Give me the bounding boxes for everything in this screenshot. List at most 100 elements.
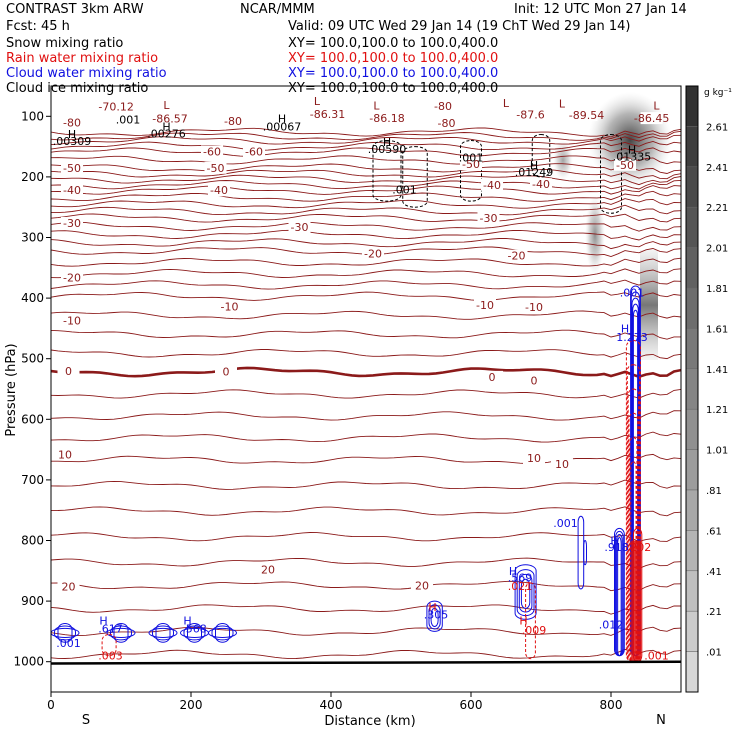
isotherm-label: 0 (531, 375, 538, 388)
cloud-water-contour (428, 604, 441, 630)
cloud-water-contour (54, 625, 76, 641)
extremum-marker-H: H (68, 128, 76, 141)
isotherm-label-bg (204, 161, 227, 174)
isotherm-line (51, 221, 681, 232)
value-label: .00067 (263, 121, 302, 134)
isotherm-0 (51, 366, 681, 379)
rain-core (631, 540, 642, 662)
x-tick-label: 800 (600, 698, 623, 712)
isotherm-line (51, 431, 681, 443)
cloud-ice-contour (402, 146, 428, 208)
isotherm-label: -80 (224, 115, 242, 128)
y-tick-label: 600 (21, 412, 44, 426)
colorbar-segment (685, 287, 699, 329)
value-label: .001 (644, 650, 669, 663)
colorbar-label: 2.21 (706, 203, 728, 214)
colorbar-segment (685, 651, 699, 693)
isotherm-label-bg (208, 184, 230, 197)
colorbar-label: 1.21 (706, 405, 728, 416)
isotherm-label-bg (551, 458, 573, 471)
isotherm-label-bg (57, 580, 80, 593)
y-tick-label: 500 (21, 352, 44, 366)
field-rain-name: Rain water mixing ratio (6, 51, 159, 66)
value-label: .569 (508, 571, 533, 584)
colorbar-label: 1.41 (706, 365, 728, 376)
colorbar-segment (685, 206, 699, 248)
isotherm-label-bg (61, 271, 83, 284)
isotherm-label: -30 (291, 221, 309, 234)
isotherm--80 (51, 127, 681, 138)
isotherm-label: -50 (462, 158, 480, 171)
isotherm-label: 20 (415, 579, 429, 592)
cloud-water-contour (617, 536, 622, 657)
value-label: .001 (620, 287, 645, 300)
isotherm-label: -20 (364, 247, 382, 260)
isotherm-label: -86.57 (152, 113, 187, 126)
isotherm-label-bg (316, 107, 339, 120)
cloud-ice-contour (372, 140, 402, 202)
colorbar-unit: g kg⁻¹ (704, 88, 732, 98)
field-cloudice-name: Cloud ice mixing ratio (6, 81, 149, 96)
rain-contour (626, 364, 641, 663)
isotherm-label-bg (215, 365, 237, 378)
isotherm-label: -60 (203, 145, 221, 158)
isotherm-label: 20 (261, 564, 275, 577)
y-tick-label: 700 (21, 473, 44, 487)
extremum-marker-L: L (503, 97, 510, 110)
isotherm-label: -30 (63, 217, 81, 230)
surface-line (50, 660, 682, 665)
cloud-water-contour (430, 607, 439, 628)
value-label: .00590 (368, 143, 407, 156)
x-tick-label: 400 (320, 698, 343, 712)
isotherm-line (51, 141, 681, 151)
y-tick-label: 800 (21, 534, 44, 548)
isotherm-label: -20 (508, 250, 526, 263)
isotherm-label-bg (519, 108, 542, 121)
isotherm-line (51, 580, 681, 592)
isotherm-line (51, 626, 681, 637)
isotherm-label: -87.6 (516, 108, 544, 121)
isotherm-label: -10 (476, 299, 494, 312)
cloud-water-contour (520, 578, 531, 609)
value-label: .202 (627, 541, 652, 554)
colorbar-segment (685, 328, 699, 370)
isotherm-line (51, 229, 681, 241)
value-label: .012 (599, 619, 624, 632)
value-label: .001 (392, 184, 417, 197)
isotherm-label-bg (105, 100, 128, 113)
isotherm-label: -70.12 (98, 101, 133, 114)
isotherm-label: -40 (532, 178, 550, 191)
y-tick-label: 900 (21, 594, 44, 608)
isotherm-label-bg (505, 249, 528, 262)
extremum-marker-L: L (559, 98, 566, 111)
isotherm-label: -86.45 (634, 112, 669, 125)
cloud-ice-contour (600, 133, 622, 214)
y-tick-label: 300 (21, 231, 44, 245)
colorbar-segment (685, 530, 699, 572)
isotherm-label: 20 (62, 581, 76, 594)
cloud-water-contour (51, 627, 80, 638)
isotherm-label-bg (411, 579, 433, 592)
value-label: .617 (98, 622, 123, 635)
isotherm-label-bg (61, 216, 83, 229)
field-cloudice-xy: XY= 100.0,100.0 to 100.0,400.0 (288, 81, 499, 96)
isotherm--40 (51, 185, 681, 195)
isotherm-label: 0 (223, 365, 230, 378)
colorbar-label: 1.01 (706, 446, 728, 457)
isotherm-label-bg (57, 364, 80, 377)
value-label: .568 (182, 622, 207, 635)
isotherm-label-bg (435, 116, 458, 129)
isotherm-line (51, 155, 681, 165)
isotherm-label-bg (523, 374, 545, 387)
isotherm-label: -40 (210, 184, 228, 197)
colorbar-segment (685, 610, 699, 652)
x-axis-label: Distance (km) (324, 714, 415, 729)
extremum-marker-L: L (373, 99, 380, 112)
isotherm-line (51, 506, 681, 517)
value-label: .001 (553, 517, 578, 530)
colorbar-label: 2.61 (706, 122, 728, 133)
cloud-water-contour (155, 623, 171, 643)
colorbar-label: 2.01 (706, 244, 728, 255)
extremum-marker-H: H (162, 121, 170, 134)
rain-contour (101, 633, 117, 657)
